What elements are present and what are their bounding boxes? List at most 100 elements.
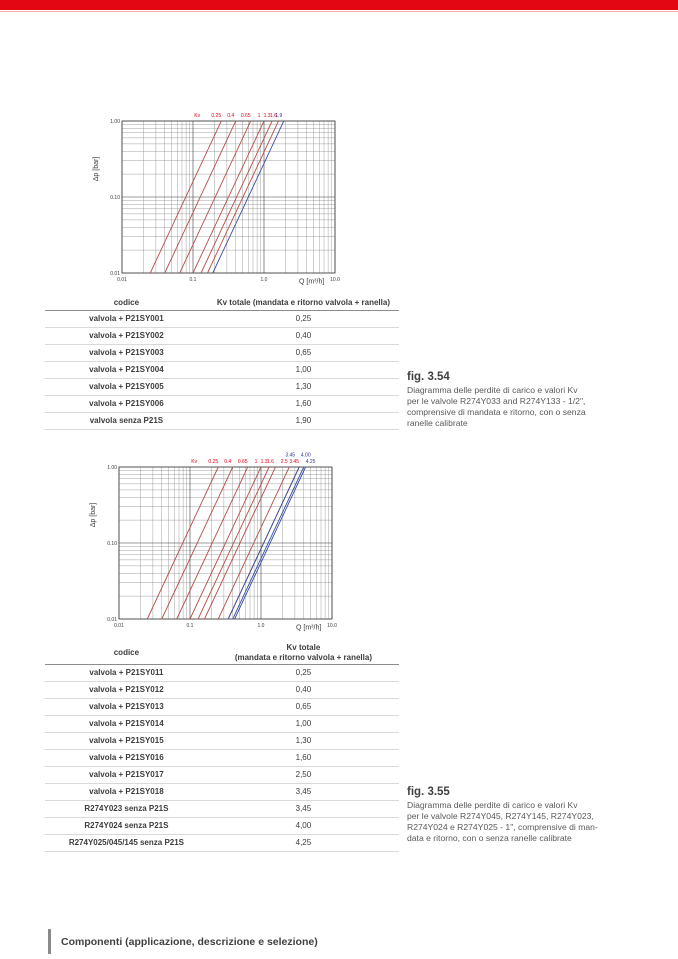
codice-cell: valvola + P21SY018	[45, 783, 208, 801]
caption-title: fig. 3.54	[407, 371, 450, 383]
kv-value-cell: 1,30	[207, 732, 399, 750]
table-row: valvola + P21SY011 0,25	[45, 664, 399, 682]
y-axis-title: Δp [bar]	[93, 157, 100, 182]
kv-curve-1.6	[204, 466, 276, 620]
kv-curve-4.25	[234, 466, 307, 620]
kv-label-0.65: 0.65	[238, 459, 248, 465]
footer-section-title: Componenti (applicazione, descrizione e …	[61, 935, 318, 948]
x-tick: 10.0	[327, 623, 337, 629]
codice-cell: R274Y024 senza P21S	[45, 817, 208, 835]
table-row: valvola + P21SY005 1,30	[45, 378, 399, 396]
kv-value-cell: 0,65	[207, 344, 399, 362]
x-tick: 0.1	[187, 623, 194, 629]
table-row: valvola + P21SY018 3,45	[45, 783, 399, 801]
kv-curve-1	[189, 466, 262, 620]
kv-curve-3.45	[227, 466, 300, 620]
x-tick: 0.01	[114, 623, 124, 629]
kv-label-1.9: 1.9	[275, 113, 282, 119]
y-tick: 0.10	[107, 541, 117, 547]
plot-border	[118, 466, 333, 620]
kv-label-1.6: 1.6	[267, 459, 274, 465]
kv-axis-label: Kv	[194, 113, 200, 119]
kv-curve-1.3	[197, 466, 270, 620]
kv-curve-0.4	[161, 466, 234, 620]
kv-curves	[146, 466, 307, 620]
kv-value-cell: 4,25	[207, 834, 399, 852]
caption-body: Diagramma delle perdite di carico e valo…	[407, 385, 629, 429]
caption-line: per le valvole R274Y033 and R274Y133 - 1…	[407, 396, 586, 406]
kv-label-3.45: 3.45	[285, 453, 295, 459]
kv-label-0.4: 0.4	[224, 459, 231, 465]
kv-label-1: 1	[258, 113, 261, 119]
codice-cell: valvola + P21SY013	[45, 698, 208, 716]
banner-underline	[0, 11, 678, 12]
y-tick: 0.10	[110, 195, 120, 201]
kv-value-cell: 2,50	[207, 766, 399, 784]
axis-tick-labels: 0.01 0.1 1.0 10.0 1.00 0.10 0.01	[110, 119, 340, 283]
kv-label-3.45: 3.45	[289, 459, 299, 465]
table-header-kv: Kv totale (mandata e ritorno valvola + r…	[207, 296, 399, 311]
caption-title: fig. 3.55	[407, 786, 450, 798]
codice-cell: valvola + P21SY014	[45, 715, 208, 733]
table-row: valvola + P21SY006 1,60	[45, 395, 399, 413]
figure-caption-354: fig. 3.54 Diagramma delle perdite di car…	[407, 371, 629, 429]
kv-curve-labels: Kv 0.25 0.4 0.65 1 1.3 1.61.9	[194, 113, 282, 119]
codice-cell: valvola + P21SY011	[45, 664, 208, 682]
top-red-banner	[0, 0, 678, 10]
kv-curve-0.25	[146, 466, 219, 620]
y-tick: 1.00	[110, 119, 120, 125]
caption-body: Diagramma delle perdite di carico e valo…	[407, 800, 633, 844]
kv-value-cell: 0,40	[207, 681, 399, 699]
kv-axis-label: Kv	[191, 459, 197, 465]
caption-line: data e ritorno, con o senza ranelle cali…	[407, 833, 572, 843]
caption-line: Diagramma delle perdite di carico e valo…	[407, 800, 578, 810]
x-tick: 1.0	[258, 623, 265, 629]
kv-curve-1.9	[212, 120, 285, 274]
kv-table-fig354: codice Kv totale (mandata e ritorno valv…	[45, 296, 399, 430]
x-tick: 1.0	[261, 277, 268, 283]
codice-cell: valvola + P21SY016	[45, 749, 208, 767]
kv-curve-1.3	[200, 120, 273, 274]
kv-curve-0.65	[176, 466, 249, 620]
x-axis-title: Q [m³/h]	[296, 625, 321, 632]
table-header-codice: codice	[45, 296, 208, 311]
table-row: valvola senza P21S 1,90	[45, 412, 399, 430]
kv-value-cell: 1,30	[207, 378, 399, 396]
kv-curve-0.25	[149, 120, 222, 274]
codice-cell: valvola + P21SY017	[45, 766, 208, 784]
table-row: valvola + P21SY013 0,65	[45, 698, 399, 716]
table-header-kv: Kv totale (mandata e ritorno valvola + ra…	[207, 641, 399, 665]
kv-value-cell: 0,40	[207, 327, 399, 345]
footer-accent-bar	[48, 929, 51, 954]
kv-table-fig355: codice Kv totale (mandata e ritorno valvo…	[45, 641, 399, 852]
codice-cell: valvola + P21SY002	[45, 327, 208, 345]
kv-value-cell: 0,65	[207, 698, 399, 716]
y-axis-title: Δp [bar]	[90, 503, 97, 528]
kv-label-1.3: 1.3	[261, 459, 268, 465]
x-tick: 10.0	[330, 277, 340, 283]
x-tick: 0.01	[117, 277, 127, 283]
plot-border	[121, 120, 336, 274]
kv-label-0.25: 0.25	[211, 113, 221, 119]
kv-label-4.00: 4.00	[301, 453, 311, 459]
kv-value-cell: 1,90	[207, 412, 399, 430]
kv-curve-labels: Kv 0.25 0.4 0.65 1 1.3 1.6 2.5 3.453.45 4.004.25	[191, 453, 315, 466]
table-row: R274Y025/045/145 senza P21S 4,25	[45, 834, 399, 852]
kv-value-cell: 1,00	[207, 715, 399, 733]
table-row: valvola + P21SY014 1,00	[45, 715, 399, 733]
pressure-drop-chart-fig354: Kv 0.25 0.4 0.65 1 1.3 1.61.9 0.01 0.1 1.0 10.0 1.0…	[93, 113, 340, 286]
codice-cell: valvola + P21SY005	[45, 378, 208, 396]
caption-line: R274Y024 e R274Y025 - 1", comprensive di…	[407, 822, 598, 832]
kv-curve-1	[192, 120, 265, 274]
kv-label-2.5: 2.5	[281, 459, 288, 465]
y-tick: 0.01	[107, 617, 117, 623]
table-row: valvola + P21SY001 0,25	[45, 310, 399, 328]
x-axis-title: Q [m³/h]	[299, 279, 324, 286]
table-row: valvola + P21SY016 1,60	[45, 749, 399, 767]
kv-label-1.6: 1.6	[270, 113, 277, 119]
kv-curve-0.65	[179, 120, 252, 274]
kv-curves	[149, 120, 285, 274]
y-tick: 1.00	[107, 465, 117, 471]
table-row: valvola + P21SY004 1,00	[45, 361, 399, 379]
